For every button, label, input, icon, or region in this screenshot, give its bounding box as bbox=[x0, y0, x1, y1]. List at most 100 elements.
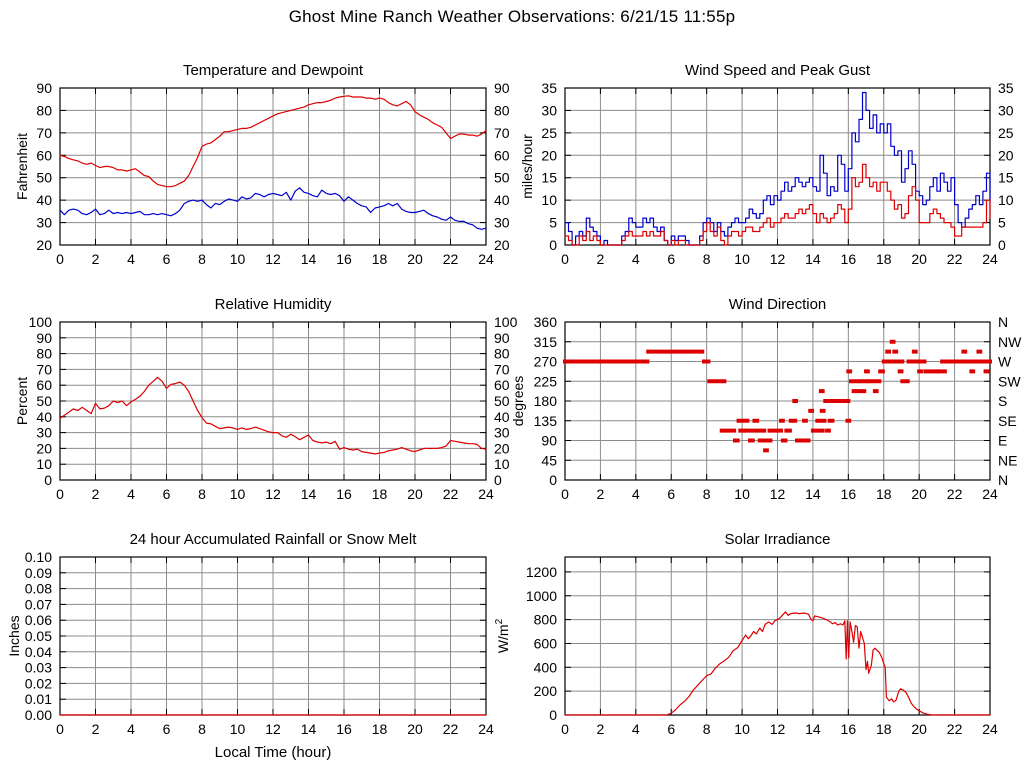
wind-direction-mark bbox=[892, 349, 899, 354]
y-tick-label: 0.01 bbox=[25, 691, 52, 707]
y-tick-label: 90 bbox=[36, 80, 52, 96]
y-tick-label: 20 bbox=[541, 147, 557, 163]
y-tick-label: 20 bbox=[36, 237, 52, 253]
wind-direction-mark bbox=[969, 369, 976, 374]
wind-direction-mark bbox=[983, 369, 990, 374]
y-tick-label: 180 bbox=[534, 393, 558, 409]
x-tick-label: 2 bbox=[597, 486, 605, 502]
compass-label: E bbox=[998, 433, 1007, 449]
x-tick-label: 24 bbox=[982, 721, 998, 737]
wind-direction-mark bbox=[897, 369, 904, 374]
wind-direction-mark bbox=[919, 359, 927, 364]
x-tick-label: 18 bbox=[372, 486, 388, 502]
x-tick-label: 20 bbox=[407, 721, 423, 737]
x-tick-label: 14 bbox=[301, 486, 317, 502]
x-tick-label: 10 bbox=[230, 486, 246, 502]
wind-direction-mark bbox=[563, 359, 650, 364]
wind-direction-mark bbox=[757, 438, 773, 443]
wind-direction-mark bbox=[878, 369, 885, 374]
wind-direction-mark bbox=[779, 418, 785, 423]
x-tick-label: 16 bbox=[336, 251, 352, 267]
x-tick-label: 14 bbox=[301, 721, 317, 737]
wind-direction-mark bbox=[890, 359, 905, 364]
x-axis-label: Local Time (hour) bbox=[215, 744, 332, 761]
y-tick-label: 60 bbox=[36, 377, 52, 393]
x-tick-label: 6 bbox=[163, 486, 171, 502]
y-tick-label: 0 bbox=[549, 237, 557, 253]
chart-title: Relative Humidity bbox=[215, 296, 332, 313]
wind-direction-mark bbox=[767, 428, 784, 433]
x-tick-label: 18 bbox=[876, 721, 892, 737]
x-tick-label: 14 bbox=[805, 251, 821, 267]
x-tick-label: 16 bbox=[336, 486, 352, 502]
wind-direction-mark bbox=[792, 399, 799, 403]
tick-marks bbox=[564, 87, 991, 246]
compass-label: W bbox=[998, 354, 1012, 370]
y-tick-label: 0.00 bbox=[25, 707, 52, 723]
tick-marks bbox=[564, 557, 991, 716]
y-tick-label: 0.02 bbox=[25, 675, 52, 691]
y-tick-label: 80 bbox=[36, 346, 52, 362]
x-tick-label: 14 bbox=[805, 486, 821, 502]
y-tick-label: 135 bbox=[534, 413, 558, 429]
y-tick-label: 20 bbox=[36, 440, 52, 456]
y-tick-label: 50 bbox=[36, 393, 52, 409]
wind-direction-mark bbox=[818, 389, 825, 394]
y-axis-label: degrees bbox=[510, 376, 526, 427]
x-tick-label: 0 bbox=[561, 251, 569, 267]
y-tick-label: 0 bbox=[44, 472, 52, 488]
y-tick-label-right: 35 bbox=[998, 80, 1014, 96]
x-tick-label: 24 bbox=[478, 486, 494, 502]
compass-label: N bbox=[998, 314, 1008, 330]
tick-marks bbox=[59, 87, 487, 246]
x-tick-label: 2 bbox=[597, 721, 605, 737]
x-tick-label: 16 bbox=[841, 486, 857, 502]
y-tick-label: 15 bbox=[541, 170, 557, 186]
y-tick-label-right: 60 bbox=[494, 377, 510, 393]
y-tick-label: 30 bbox=[36, 425, 52, 441]
chart-title: 24 hour Accumulated Rainfall or Snow Mel… bbox=[130, 531, 418, 548]
wind-direction-mark bbox=[923, 369, 940, 374]
wind-direction-mark bbox=[845, 418, 852, 423]
y-tick-label: 35 bbox=[541, 80, 557, 96]
y-axis-label: Inches bbox=[6, 615, 22, 656]
tick-marks bbox=[59, 556, 487, 716]
y-tick-label-right: 70 bbox=[494, 125, 510, 141]
wind-direction-mark bbox=[889, 339, 896, 344]
wind-direction-mark bbox=[867, 379, 882, 384]
wind-direction-mark bbox=[940, 359, 958, 364]
wind-direction-mark bbox=[808, 408, 815, 413]
x-tick-label: 14 bbox=[301, 251, 317, 267]
x-tick-label: 0 bbox=[56, 251, 64, 267]
wind-direction-mark bbox=[885, 349, 892, 354]
x-tick-label: 0 bbox=[561, 486, 569, 502]
wind-direction-points bbox=[563, 339, 992, 453]
tick-marks bbox=[59, 321, 487, 481]
x-tick-label: 8 bbox=[703, 251, 711, 267]
grid-lines bbox=[564, 557, 991, 716]
wind-direction-mark bbox=[788, 418, 798, 423]
x-tick-label: 18 bbox=[372, 251, 388, 267]
y-tick-label: 600 bbox=[534, 635, 558, 651]
y-tick-label-right: 25 bbox=[998, 125, 1014, 141]
x-tick-label: 4 bbox=[632, 251, 640, 267]
x-tick-label: 22 bbox=[443, 251, 459, 267]
x-tick-label: 12 bbox=[770, 251, 786, 267]
y-tick-label: 90 bbox=[541, 433, 557, 449]
y-tick-label-right: 20 bbox=[998, 147, 1014, 163]
wind-direction-mark bbox=[763, 448, 769, 453]
chart-title: Wind Speed and Peak Gust bbox=[685, 62, 871, 79]
wind-direction-mark bbox=[872, 389, 879, 394]
x-tick-label: 16 bbox=[841, 721, 857, 737]
peak-gust-line bbox=[564, 91, 991, 246]
y-tick-label: 800 bbox=[534, 612, 558, 628]
y-tick-label: 60 bbox=[36, 147, 52, 163]
y-tick-label-right: 40 bbox=[494, 192, 510, 208]
y-tick-label: 0.06 bbox=[25, 612, 52, 628]
y-tick-label-right: 50 bbox=[494, 170, 510, 186]
x-tick-label: 0 bbox=[56, 486, 64, 502]
wind-direction-mark bbox=[917, 369, 923, 374]
